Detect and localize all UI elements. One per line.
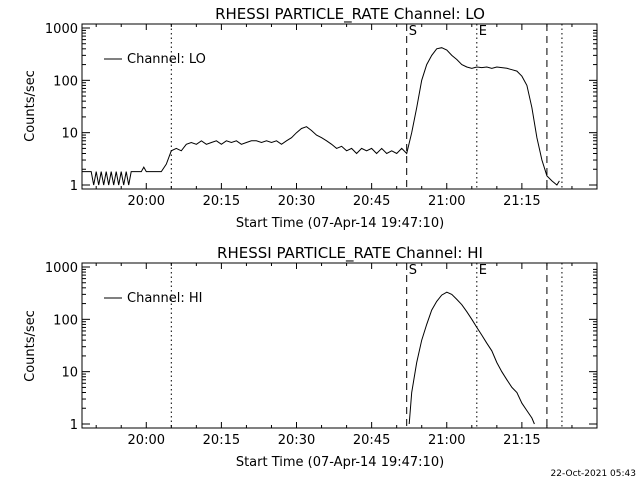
lo-x-tick-label: 21:00: [428, 194, 465, 209]
hi-series: [408, 291, 535, 425]
lo-x-tick-label: 20:45: [353, 194, 390, 209]
hi-series-line: [408, 291, 535, 425]
lo-y-ticks: 1 10 100 1000: [45, 22, 597, 194]
lo-channel-panel: RHESSI PARTICLE_RATE Channel: LO Counts/…: [23, 5, 598, 231]
hi-x-axis-label: Start Time (07-Apr-14 19:47:10): [236, 455, 444, 470]
lo-y-axis-label: Counts/sec: [23, 70, 38, 142]
lo-x-tick-label: 21:15: [503, 194, 540, 209]
lo-legend: Channel: LO: [104, 52, 206, 67]
hi-plot-frame: [81, 262, 598, 429]
hi-x-tick-label: 20:00: [128, 433, 165, 448]
hi-y-tick-label: 10: [61, 366, 78, 381]
hi-y-tick-label: 1: [70, 418, 78, 433]
hi-x-tick-label: 21:00: [428, 433, 465, 448]
hi-x-ticks: 20:00 20:15 20:30 20:45 21:00 21:15: [95, 263, 598, 448]
hi-x-tick-label: 20:45: [353, 433, 390, 448]
footer-date: 22-Oct-2021 05:43: [551, 469, 636, 479]
lo-marker-label-E: E: [479, 24, 487, 39]
lo-plot-frame: [81, 23, 598, 190]
lo-series: [82, 47, 560, 186]
hi-x-tick-label: 20:15: [203, 433, 240, 448]
hi-channel-panel: RHESSI PARTICLE_RATE Channel: HI Counts/…: [23, 244, 598, 470]
lo-marker-label-S: S: [409, 24, 417, 39]
lo-y-tick-label: 1000: [45, 22, 78, 37]
lo-x-axis-label: Start Time (07-Apr-14 19:47:10): [236, 216, 444, 231]
lo-series-line: [82, 47, 560, 186]
hi-marker-label-E: E: [479, 263, 487, 278]
hi-x-tick-label: 21:15: [503, 433, 540, 448]
hi-y-ticks: 1 10 100 1000: [45, 261, 597, 433]
hi-legend: Channel: HI: [104, 291, 203, 306]
lo-x-ticks: 20:00 20:15 20:30 20:45 21:00 21:15: [95, 24, 598, 209]
lo-y-tick-label: 10: [61, 127, 78, 142]
lo-x-tick-label: 20:00: [128, 194, 165, 209]
lo-x-tick-label: 20:30: [278, 194, 315, 209]
hi-y-tick-label: 100: [53, 313, 78, 328]
lo-x-tick-label: 20:15: [203, 194, 240, 209]
hi-x-tick-label: 20:30: [278, 433, 315, 448]
hi-y-axis-label: Counts/sec: [23, 310, 38, 382]
lo-y-tick-label: 1: [70, 179, 78, 194]
lo-legend-label: Channel: LO: [127, 52, 206, 67]
hi-y-tick-label: 1000: [45, 261, 78, 276]
hi-marker-label-S: S: [409, 263, 417, 278]
hi-legend-label: Channel: HI: [127, 291, 203, 306]
lo-y-tick-label: 100: [53, 74, 78, 89]
lo-chart-title: RHESSI PARTICLE_RATE Channel: LO: [215, 5, 485, 24]
hi-chart-title: RHESSI PARTICLE_RATE Channel: HI: [217, 244, 483, 263]
